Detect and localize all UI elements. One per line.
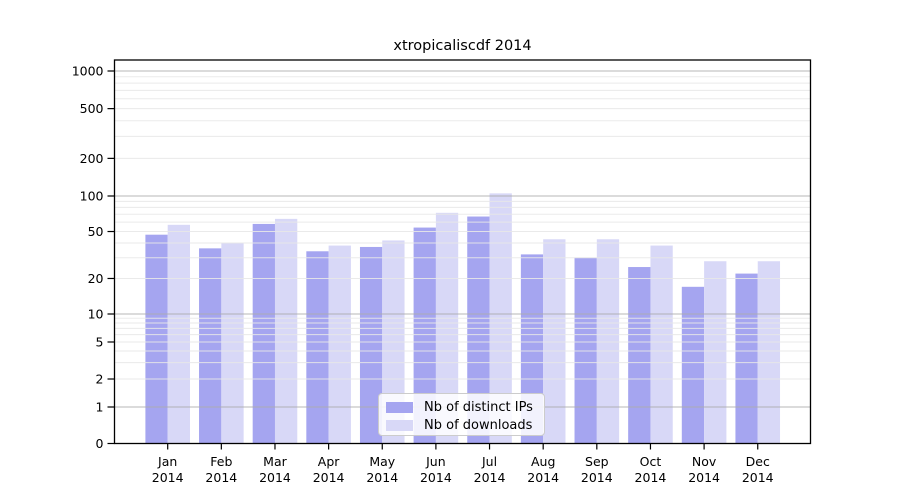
bar-nb-of-distinct-ips-jun — [413, 227, 436, 444]
bar-nb-of-distinct-ips-dec — [735, 273, 758, 444]
x-tick-label-year-feb: 2014 — [205, 470, 237, 485]
bar-nb-of-downloads-sep — [596, 239, 620, 444]
x-tick-label-year-jan: 2014 — [152, 470, 184, 485]
bar-nb-of-distinct-ips-jul — [467, 216, 490, 444]
x-tick-label-month-dec: Dec — [746, 454, 770, 469]
legend-label-downloads: Nb of downloads — [424, 418, 533, 433]
y-tick-label-200: 200 — [80, 151, 104, 166]
x-tick-label-year-may: 2014 — [366, 470, 398, 485]
x-tick-label-year-mar: 2014 — [259, 470, 291, 485]
x-tick-label-month-jan: Jan — [157, 454, 177, 469]
y-tick-label-100: 100 — [80, 189, 104, 204]
legend-swatch-distinct-ips — [386, 402, 413, 413]
bar-nb-of-downloads-nov — [704, 261, 727, 444]
bar-nb-of-distinct-ips-jan — [145, 234, 168, 444]
x-tick-label-month-jun: Jun — [425, 454, 446, 469]
x-tick-label-month-sep: Sep — [585, 454, 609, 469]
legend-item-downloads: Nb of downloads — [386, 417, 537, 434]
x-tick-label-year-apr: 2014 — [313, 470, 345, 485]
y-tick-label-2: 2 — [96, 372, 104, 387]
x-tick-label-year-oct: 2014 — [635, 470, 667, 485]
x-tick-label-month-feb: Feb — [210, 454, 232, 469]
y-tick-label-0: 0 — [96, 436, 104, 451]
y-tick-label-1: 1 — [96, 400, 104, 415]
x-tick-label-month-jul: Jul — [481, 454, 497, 469]
bar-nb-of-downloads-oct — [650, 245, 673, 444]
bar-nb-of-distinct-ips-mar — [252, 223, 275, 444]
y-tick-label-10: 10 — [88, 307, 104, 322]
bar-nb-of-distinct-ips-apr — [306, 251, 329, 444]
x-tick-label-year-jul: 2014 — [474, 470, 506, 485]
bar-nb-of-distinct-ips-feb — [199, 248, 222, 444]
bar-nb-of-downloads-dec — [757, 261, 781, 444]
x-tick-label-year-dec: 2014 — [742, 470, 774, 485]
bar-nb-of-downloads-mar — [274, 218, 298, 444]
y-tick-label-500: 500 — [80, 101, 104, 116]
y-tick-label-5: 5 — [96, 334, 104, 349]
y-tick-label-50: 50 — [88, 224, 104, 239]
x-tick-label-month-apr: Apr — [318, 454, 340, 469]
x-tick-label-month-may: May — [369, 454, 395, 469]
y-tick-label-1000: 1000 — [72, 64, 104, 79]
bar-nb-of-downloads-aug — [543, 239, 566, 444]
legend-swatch-downloads — [386, 420, 413, 431]
bar-nb-of-downloads-apr — [328, 245, 351, 444]
legend-label-distinct-ips: Nb of distinct IPs — [424, 400, 533, 415]
x-tick-label-month-nov: Nov — [692, 454, 717, 469]
x-tick-label-year-aug: 2014 — [527, 470, 559, 485]
bar-nb-of-downloads-feb — [221, 242, 244, 444]
x-tick-label-year-jun: 2014 — [420, 470, 452, 485]
x-tick-label-month-aug: Aug — [531, 454, 555, 469]
bar-nb-of-distinct-ips-may — [359, 246, 383, 444]
y-tick-label-20: 20 — [88, 271, 104, 286]
chart-legend: Nb of distinct IPs Nb of downloads — [378, 393, 545, 436]
x-tick-label-year-nov: 2014 — [688, 470, 720, 485]
bar-nb-of-distinct-ips-nov — [681, 286, 705, 444]
chart-title: xtropicaliscdf 2014 — [393, 38, 532, 54]
plot-frame — [113, 59, 812, 445]
x-tick-label-year-sep: 2014 — [581, 470, 613, 485]
x-tick-label-month-oct: Oct — [640, 454, 662, 469]
bar-nb-of-distinct-ips-oct — [628, 267, 651, 444]
legend-item-distinct-ips: Nb of distinct IPs — [386, 399, 537, 416]
x-tick-label-month-mar: Mar — [263, 454, 287, 469]
